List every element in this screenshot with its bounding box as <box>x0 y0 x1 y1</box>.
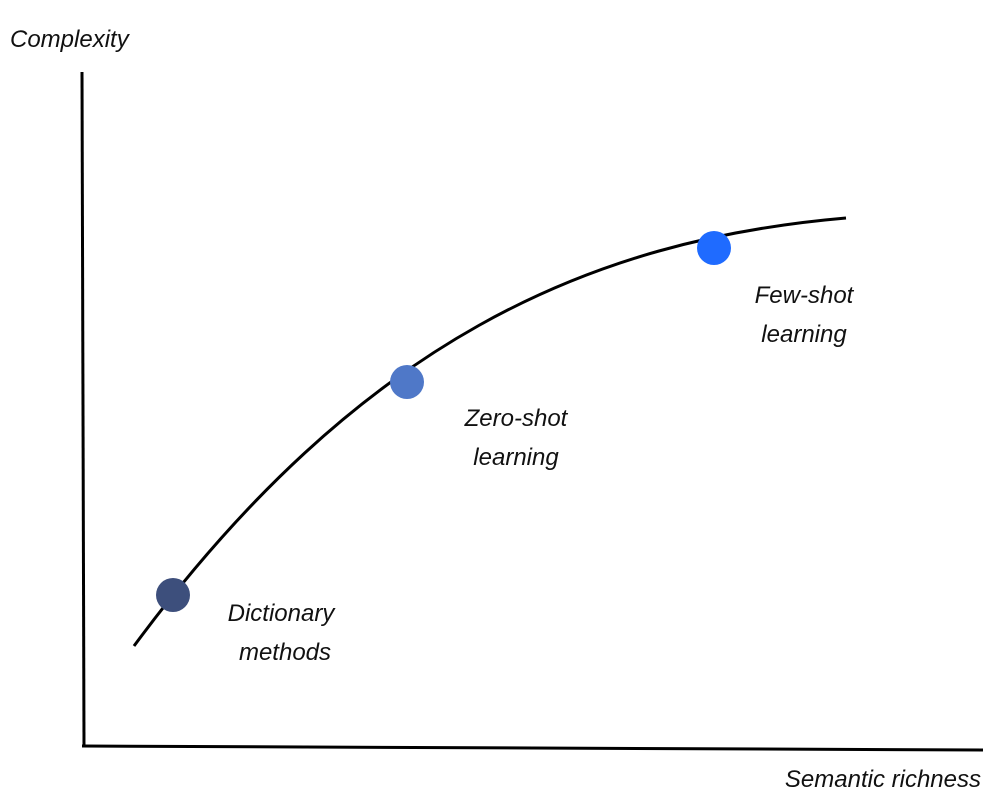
label-dictionary-line2: methods <box>239 639 331 666</box>
x-axis <box>81 744 984 752</box>
point-few-shot-learning <box>697 231 731 265</box>
label-zero-shot-line1: Zero-shot <box>464 405 569 432</box>
y-axis <box>80 71 86 748</box>
point-dictionary-methods <box>156 578 190 612</box>
y-axis-label: Complexity <box>10 26 131 53</box>
label-few-shot-line1: Few-shot <box>755 282 855 309</box>
label-few-shot-line2: learning <box>761 321 847 348</box>
label-zero-shot-line2: learning <box>473 444 559 471</box>
tradeoff-curve <box>132 216 847 647</box>
label-dictionary-line1: Dictionary <box>228 600 337 627</box>
point-zero-shot-learning <box>390 365 424 399</box>
x-axis-label: Semantic richness <box>785 766 981 793</box>
